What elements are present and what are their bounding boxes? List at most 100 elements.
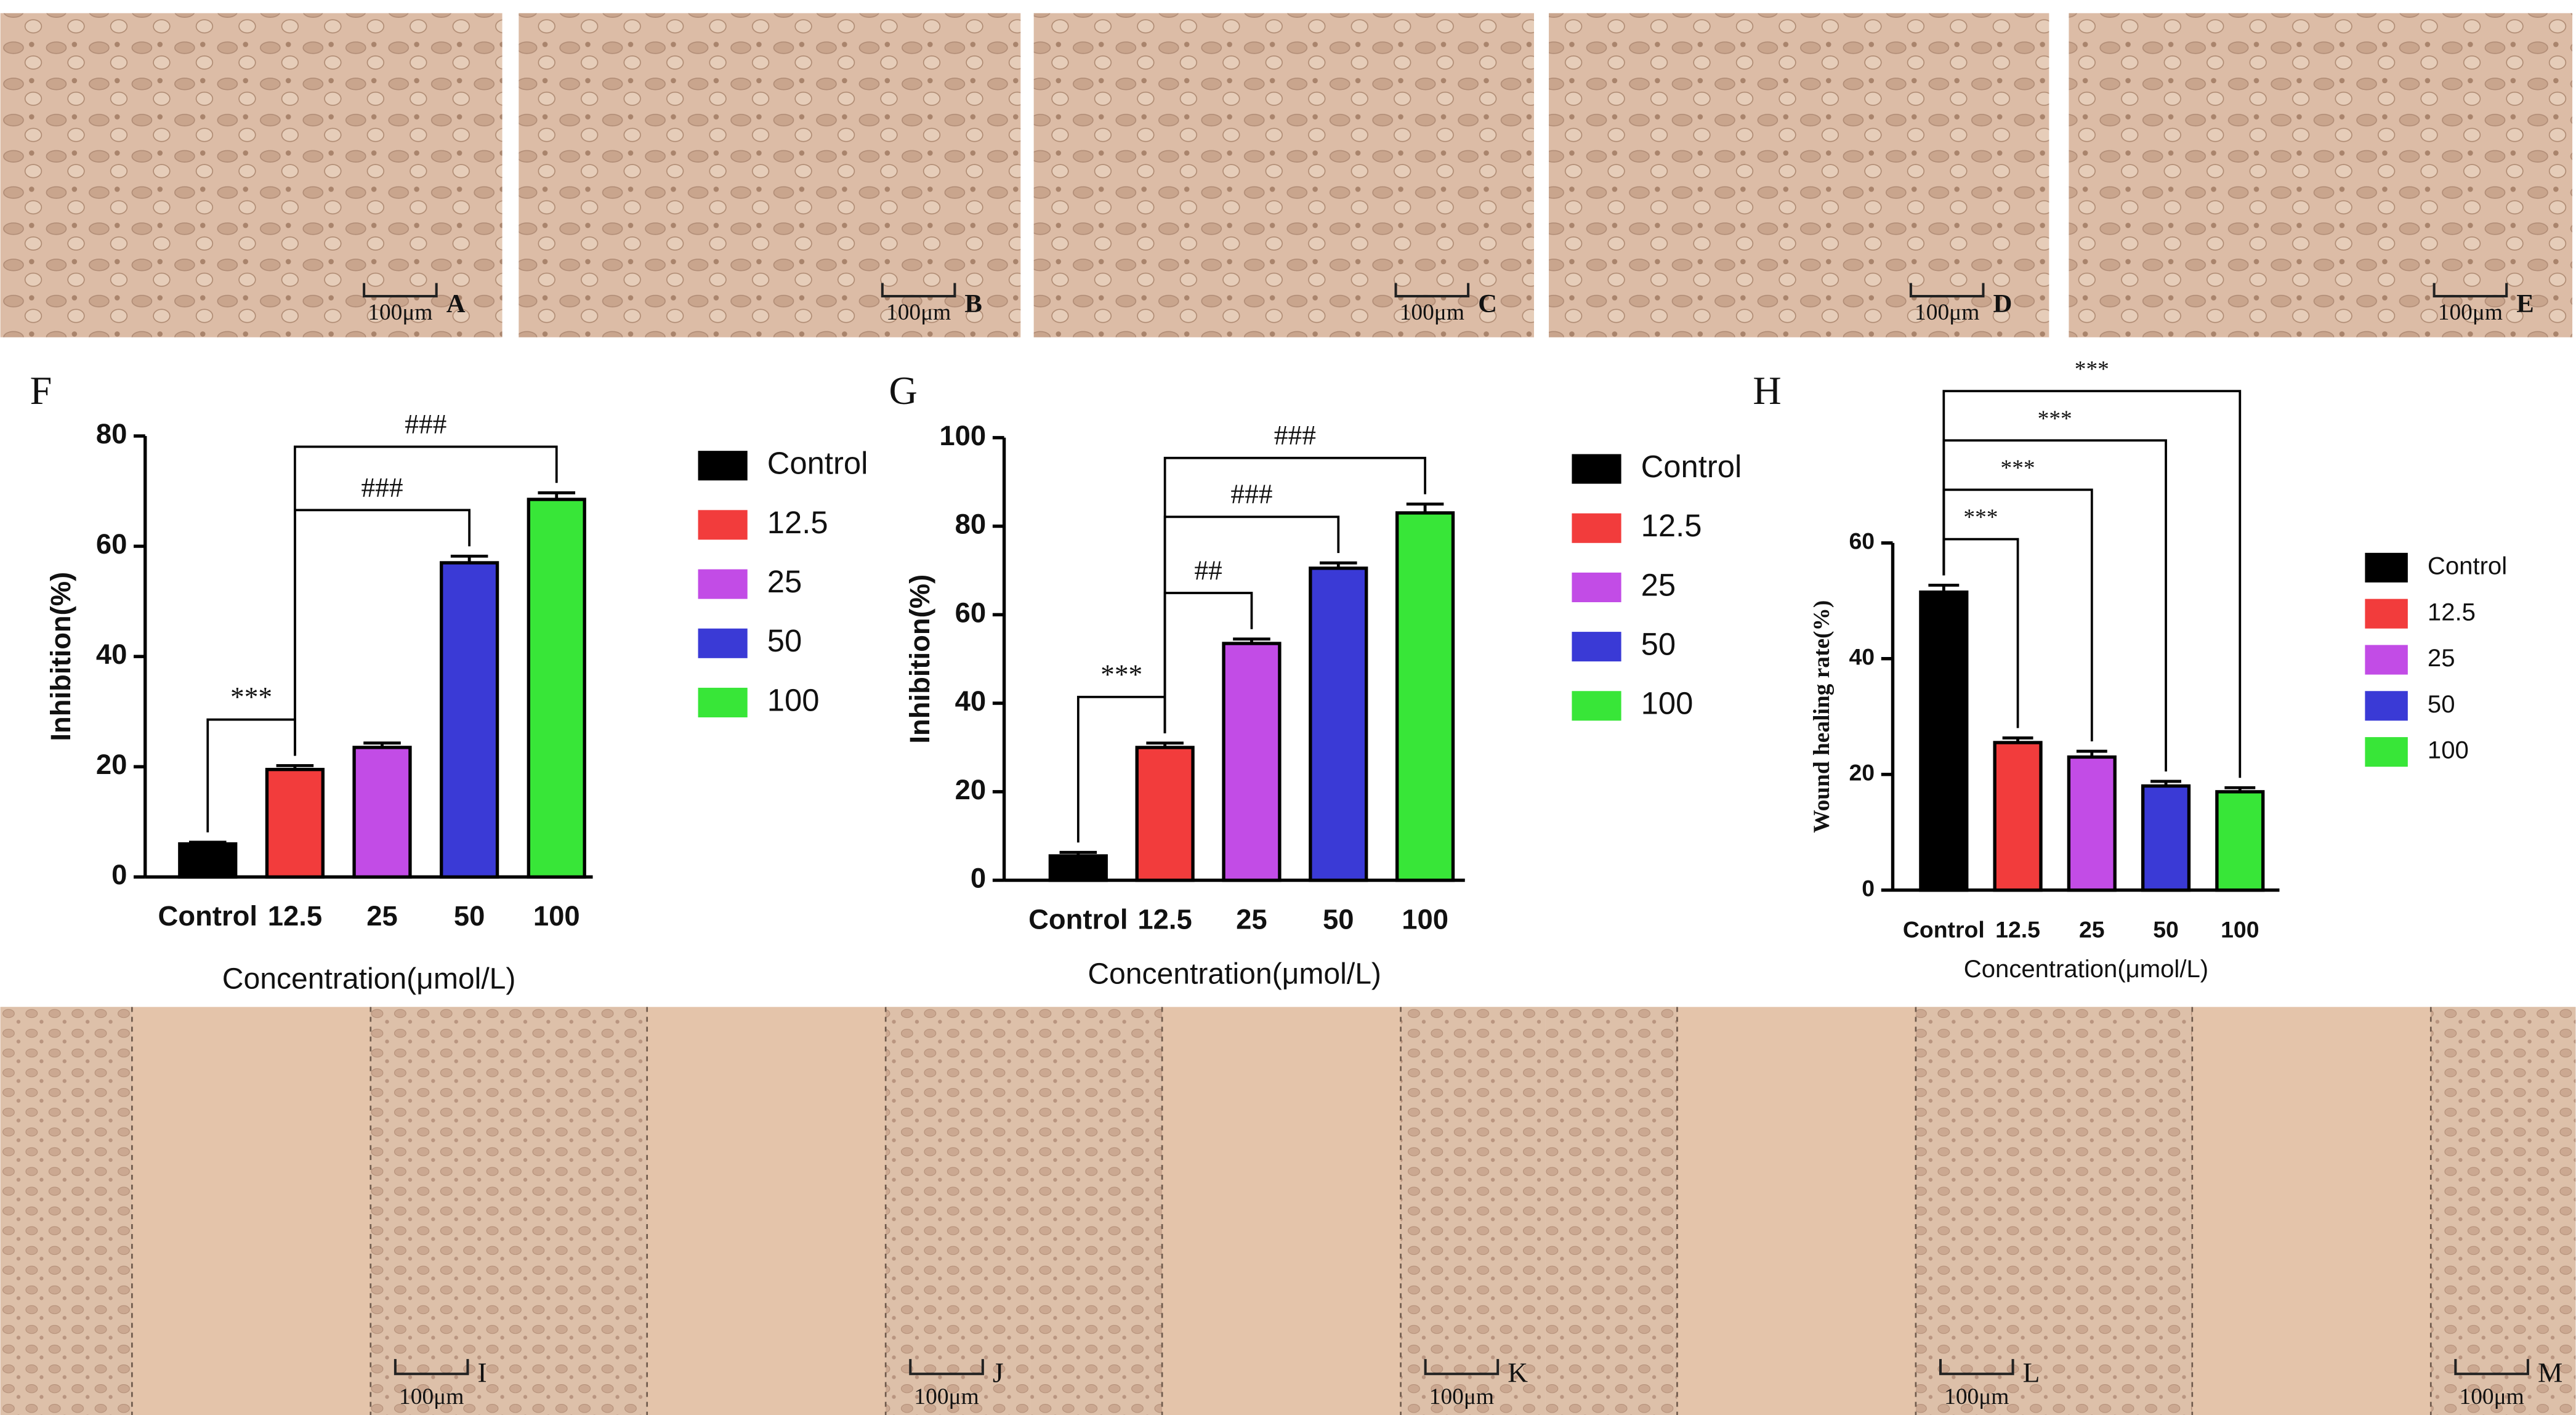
panel-label: J [993, 1357, 1004, 1388]
y-tick-label: 60 [96, 528, 127, 560]
legend-label: 100 [2428, 737, 2469, 764]
legend-swatch [2365, 552, 2408, 583]
bar [1395, 511, 1455, 882]
significance-label: ### [361, 472, 403, 503]
legend-swatch [1572, 454, 1621, 484]
cell-front [370, 1007, 515, 1415]
bar [1222, 642, 1282, 882]
x-tick-label: 50 [2153, 916, 2179, 942]
significance-label: *** [2001, 456, 2035, 481]
scale-bar [1424, 1359, 1500, 1376]
panel-label: A [446, 289, 466, 318]
scale-bar [363, 283, 438, 297]
legend-swatch [2365, 737, 2408, 767]
bar [178, 842, 238, 879]
x-tick-label: 50 [1323, 903, 1354, 935]
error-bar [276, 764, 314, 770]
y-tick-label: 80 [96, 418, 127, 449]
significance-label: ### [1274, 420, 1316, 451]
error-bar [450, 554, 488, 563]
scale-bar-label: 100μm [914, 1384, 979, 1409]
legend-label: Control [767, 446, 868, 481]
x-tick-label: 25 [2079, 916, 2105, 942]
bar [265, 767, 325, 879]
scale-bar [1939, 1359, 2014, 1376]
significance-label: *** [1963, 505, 1998, 530]
significance-label: ## [1194, 555, 1222, 586]
panel-label: D [1993, 289, 2012, 318]
legend-swatch [2365, 645, 2408, 675]
error-bar [1406, 502, 1444, 513]
panel-label: F [30, 369, 52, 413]
cell-front [2061, 1007, 2192, 1415]
legend-swatch [2365, 599, 2408, 629]
x-tick-label: 50 [454, 900, 485, 932]
error-bar [2076, 749, 2107, 757]
cell-front [515, 1007, 647, 1415]
significance-label: *** [2075, 357, 2109, 382]
error-bar [1059, 850, 1097, 857]
legend-label: 25 [767, 564, 802, 599]
panel-label: C [1478, 289, 1497, 318]
y-tick-label: 40 [1849, 644, 1875, 670]
legend-swatch [1572, 691, 1621, 721]
x-tick-label: 100 [533, 900, 580, 932]
x-tick-label: Control [1028, 903, 1128, 935]
legend-label: 50 [767, 623, 802, 658]
bar [2141, 784, 2191, 892]
legend-label: Control [2428, 552, 2507, 579]
y-tick-label: 0 [111, 859, 127, 890]
scale-bar-label: 100μm [2460, 1384, 2524, 1409]
significance-bracket [1942, 390, 2242, 778]
micrograph [2069, 13, 2573, 337]
panel-label: L [2023, 1357, 2040, 1388]
cell-front [1545, 1007, 1678, 1415]
legend-label: 12.5 [767, 505, 828, 540]
scale-bar [394, 1359, 469, 1376]
y-tick-label: 40 [96, 639, 127, 670]
scale-bar [2433, 283, 2508, 297]
error-bar [2002, 736, 2033, 743]
legend-swatch [698, 510, 748, 540]
x-tick-label: 12.5 [1995, 916, 2040, 942]
legend-swatch [1572, 513, 1621, 543]
y-axis-label: Inhibition(%) [904, 574, 935, 744]
scale-bar-label: 100μm [1429, 1384, 1494, 1409]
y-tick-label: 20 [96, 749, 127, 780]
error-bar [1319, 561, 1357, 568]
legend-label: Control [1641, 449, 1742, 484]
error-bar [363, 741, 401, 748]
bar [1309, 566, 1368, 882]
legend-swatch [698, 628, 748, 658]
legend-swatch [1572, 632, 1621, 662]
error-bar [2150, 780, 2181, 786]
scale-bar-label: 100μm [1400, 300, 1464, 325]
x-axis-label: Concentration(μmol/L) [222, 962, 516, 995]
cell-front [1030, 1007, 1163, 1415]
bar [1048, 854, 1108, 882]
y-tick-label: 20 [955, 774, 987, 805]
x-tick-label: Control [158, 900, 257, 932]
bar [1993, 741, 2043, 892]
bar [440, 561, 499, 879]
y-tick-label: 20 [1849, 760, 1875, 786]
bar [1919, 590, 1969, 892]
panel-label: G [889, 369, 918, 413]
significance-bracket [294, 445, 558, 756]
scale-bar-label: 100μm [1915, 300, 1979, 325]
significance-label: *** [230, 682, 272, 712]
legend-label: 100 [1641, 686, 1694, 721]
y-tick-label: 60 [955, 597, 987, 628]
legend-swatch [698, 569, 748, 599]
micrograph [1549, 13, 2049, 337]
x-tick-label: 12.5 [268, 900, 322, 932]
bar [1135, 746, 1195, 882]
legend-label: 12.5 [2428, 599, 2476, 626]
bar [352, 746, 412, 879]
bar [2067, 755, 2117, 892]
scale-bar-label: 100μm [2438, 300, 2503, 325]
legend-swatch [698, 451, 748, 481]
error-bar [2224, 786, 2256, 792]
